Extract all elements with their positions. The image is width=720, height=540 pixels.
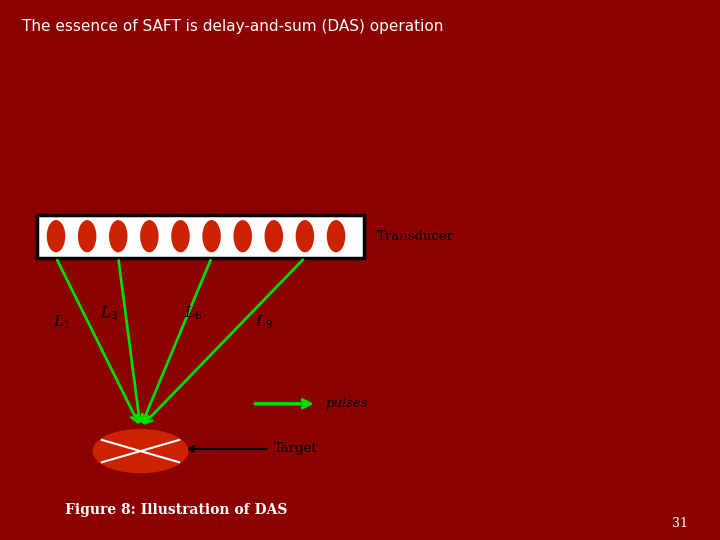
Ellipse shape: [264, 220, 283, 252]
Ellipse shape: [78, 220, 96, 252]
Ellipse shape: [93, 430, 188, 472]
Ellipse shape: [171, 220, 189, 252]
Ellipse shape: [296, 220, 314, 252]
Text: Target: Target: [274, 442, 318, 455]
Text: L$_1$: L$_1$: [53, 313, 71, 331]
Text: 31: 31: [672, 517, 688, 530]
Text: Figure 8: Illustration of DAS: Figure 8: Illustration of DAS: [65, 503, 287, 517]
Text: L$_6$: L$_6$: [184, 305, 202, 322]
Ellipse shape: [327, 220, 346, 252]
Ellipse shape: [47, 220, 66, 252]
Ellipse shape: [140, 220, 158, 252]
Ellipse shape: [202, 220, 221, 252]
Bar: [37, 215, 364, 258]
Ellipse shape: [233, 220, 252, 252]
Text: Transducer: Transducer: [377, 230, 454, 242]
Text: L$_3$: L$_3$: [100, 305, 119, 322]
Ellipse shape: [109, 220, 127, 252]
Text: The essence of SAFT is delay-and-sum (DAS) operation: The essence of SAFT is delay-and-sum (DA…: [22, 19, 443, 34]
Text: L$_9$: L$_9$: [255, 313, 273, 331]
Text: pulses: pulses: [325, 397, 368, 410]
